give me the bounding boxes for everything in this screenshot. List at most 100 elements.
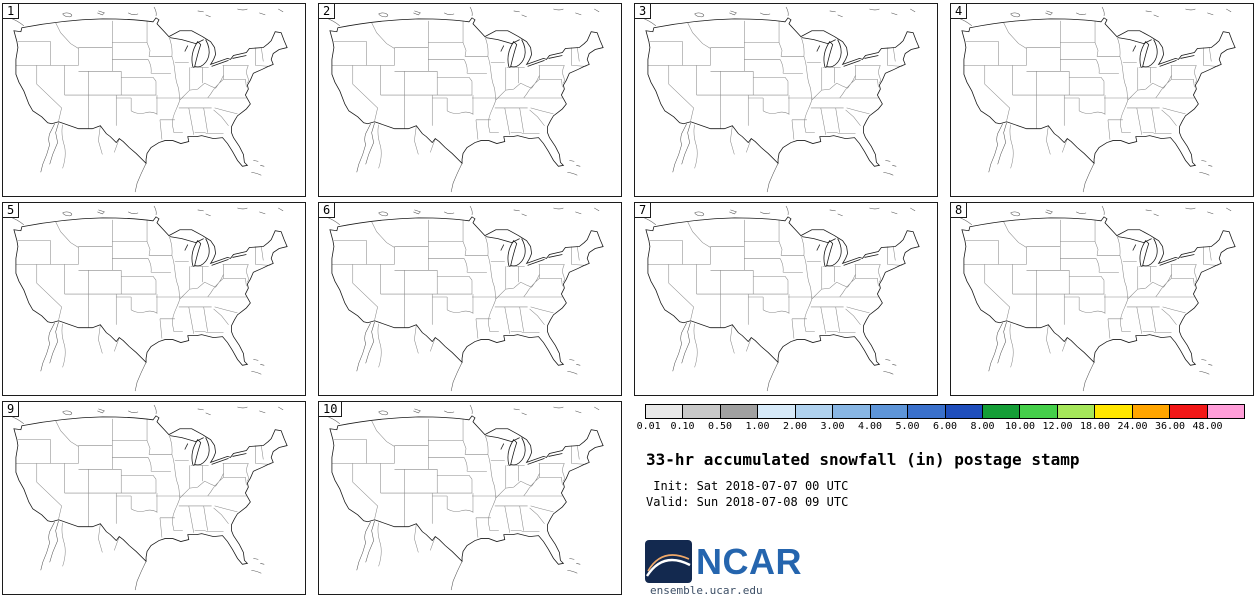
coastline: [13, 216, 288, 366]
colorbar-segment-13: [1095, 405, 1133, 418]
coastline: [329, 415, 604, 565]
colorbar-segment-8: [908, 405, 946, 418]
state-borders: [331, 418, 587, 567]
coastline: [961, 17, 1236, 167]
member-number-label: 9: [2, 401, 20, 417]
us-map: [957, 6, 1236, 193]
canada-mexico-details: [9, 205, 284, 392]
colorbar-tick-label: 24.00: [1117, 421, 1148, 432]
canada-mexico-details: [641, 205, 916, 392]
figure-title: 33-hr accumulated snowfall (in) postage …: [646, 450, 1080, 469]
colorbar-segment-10: [982, 405, 1021, 418]
colorbar-segment-14: [1132, 405, 1171, 418]
member-number-label: 5: [2, 202, 20, 218]
snowfall-colorbar: [645, 404, 1245, 419]
colorbar-tick-label: 8.00: [970, 421, 995, 432]
member-number-label: 4: [950, 3, 968, 19]
state-borders: [647, 219, 903, 368]
colorbar-tick-label: 4.00: [857, 421, 883, 432]
member-number-label: 1: [2, 3, 20, 19]
coastline: [13, 415, 288, 565]
map-panel-10: 10: [318, 401, 622, 595]
colorbar-tick-label: 0.50: [707, 421, 733, 432]
us-map: [641, 205, 920, 392]
colorbar-tick-label: 48.00: [1192, 421, 1223, 432]
state-borders: [647, 20, 903, 169]
colorbar-tick-label: 12.00: [1042, 421, 1073, 432]
colorbar-tick-label: 0.10: [670, 421, 695, 432]
colorbar-segment-5: [795, 405, 834, 418]
canada-mexico-details: [9, 6, 284, 193]
colorbar-tick-label: 10.00: [1004, 421, 1036, 432]
coastline: [961, 216, 1236, 366]
colorbar-segment-9: [945, 405, 983, 418]
state-borders: [963, 219, 1219, 368]
map-panel-3: 3: [634, 3, 938, 197]
colorbar-tick-label: 2.00: [782, 421, 808, 432]
colorbar-tick-label: 18.00: [1079, 421, 1111, 432]
map-panel-4: 4: [950, 3, 1254, 197]
coastline: [329, 17, 604, 167]
us-map: [9, 404, 288, 591]
us-map: [9, 6, 288, 193]
canada-mexico-details: [957, 6, 1232, 193]
colorbar-segment-3: [720, 405, 759, 418]
ncar-wordmark: NCAR: [696, 541, 802, 582]
state-borders: [331, 219, 587, 368]
us-map: [325, 205, 604, 392]
member-number-label: 8: [950, 202, 968, 218]
map-panel-9: 9: [2, 401, 306, 595]
colorbar-segment-2: [683, 405, 721, 418]
colorbar-segment-6: [833, 405, 871, 418]
us-map: [641, 6, 920, 193]
state-borders: [15, 20, 271, 169]
map-panel-8: 8: [950, 202, 1254, 396]
site-url-label: ensemble.ucar.edu: [650, 584, 763, 597]
colorbar-tick-label: 6.00: [932, 421, 958, 432]
ncar-logo: NCAR: [645, 540, 802, 583]
canada-mexico-details: [325, 6, 600, 193]
us-map: [325, 6, 604, 193]
colorbar-segment-4: [758, 405, 796, 418]
valid-time-label: Valid: Sun 2018-07-08 09 UTC: [646, 495, 849, 509]
us-map: [325, 404, 604, 591]
map-panel-7: 7: [634, 202, 938, 396]
member-number-label: 2: [318, 3, 336, 19]
colorbar-tick-label: 0.01: [636, 421, 661, 432]
colorbar-segment-1: [646, 405, 684, 418]
init-time-label: Init: Sat 2018-07-07 00 UTC: [646, 479, 849, 493]
canada-mexico-details: [325, 205, 600, 392]
ncar-logo-icon: [645, 540, 692, 583]
colorbar-tick-label: 3.00: [820, 421, 845, 432]
coastline: [13, 17, 288, 167]
state-borders: [331, 20, 587, 169]
colorbar-segment-12: [1057, 405, 1096, 418]
map-panel-5: 5: [2, 202, 306, 396]
state-borders: [15, 418, 271, 567]
member-number-label: 3: [634, 3, 652, 19]
coastline: [329, 216, 604, 366]
colorbar-segment-15: [1170, 405, 1208, 418]
colorbar-tick-label: 36.00: [1154, 421, 1186, 432]
colorbar-segment-7: [870, 405, 909, 418]
state-borders: [15, 219, 271, 368]
canada-mexico-details: [325, 404, 600, 591]
map-panel-6: 6: [318, 202, 622, 396]
colorbar-tick-label: 1.00: [745, 421, 770, 432]
coastline: [645, 216, 920, 366]
colorbar-segment-16: [1207, 405, 1244, 418]
colorbar-tick-label: 5.00: [895, 421, 920, 432]
member-number-label: 7: [634, 202, 652, 218]
canada-mexico-details: [9, 404, 284, 591]
colorbar-segment-11: [1020, 405, 1058, 418]
state-borders: [963, 20, 1219, 169]
member-number-label: 6: [318, 202, 336, 218]
canada-mexico-details: [957, 205, 1232, 392]
us-map: [9, 205, 288, 392]
coastline: [645, 17, 920, 167]
member-number-label: 10: [318, 401, 343, 417]
map-panel-1: 1: [2, 3, 306, 197]
us-map: [957, 205, 1236, 392]
canada-mexico-details: [641, 6, 916, 193]
